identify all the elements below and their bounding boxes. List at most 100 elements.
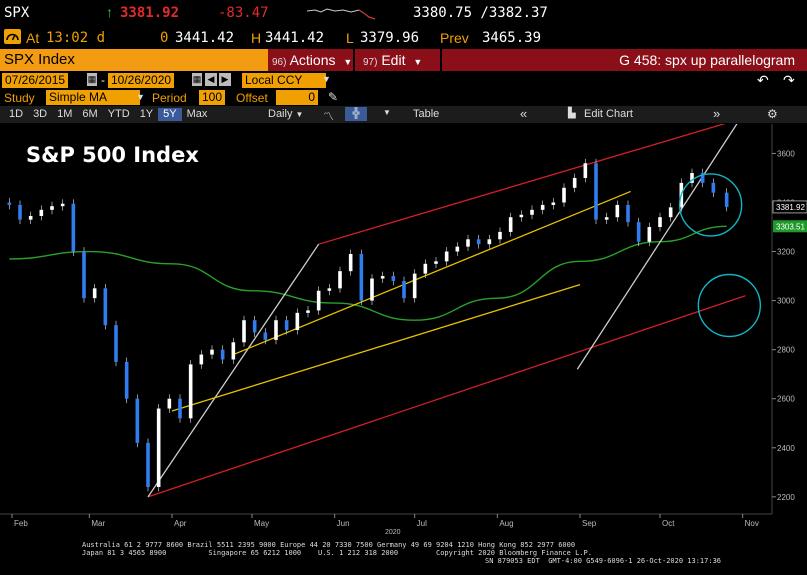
annotation-circles bbox=[678, 173, 762, 338]
chart-title-bar: G 458: spx up parallelogram bbox=[442, 49, 807, 71]
candles bbox=[7, 158, 729, 492]
study-type-select[interactable]: Simple MA bbox=[46, 90, 140, 105]
candle-body bbox=[60, 203, 65, 207]
circle-lower bbox=[697, 273, 762, 338]
previous-range-icon[interactable]: ◀ bbox=[205, 73, 217, 86]
candle-body bbox=[274, 320, 278, 340]
currency-select[interactable]: Local CCY bbox=[242, 73, 326, 88]
period-6m[interactable]: 6M bbox=[82, 108, 98, 120]
period-bar: 1D 3D 1M 6M YTD 1Y 5Y Max Daily ▼ 〽 ╬ ▼ Table «… bbox=[0, 106, 807, 123]
sparkline-icon bbox=[307, 8, 376, 20]
candle-body bbox=[487, 239, 492, 245]
period-field[interactable]: 100 bbox=[199, 90, 225, 105]
candle-body bbox=[724, 192, 729, 207]
high-label: H bbox=[251, 30, 262, 46]
security-field[interactable]: SPX Index bbox=[0, 49, 268, 71]
expand-right-icon[interactable]: » bbox=[713, 106, 721, 121]
candle-body bbox=[466, 239, 470, 247]
price-chart[interactable]: 22002400260028003000320034003600FebMarAp… bbox=[0, 124, 807, 575]
year-label: 2020 bbox=[385, 529, 401, 536]
study-bar: Study Simple MA ▼ Period 100 Offset 0 ✎ bbox=[0, 89, 807, 106]
period-label: Period bbox=[152, 91, 187, 105]
redo-icon[interactable]: ↷ bbox=[783, 72, 795, 88]
candle-body bbox=[530, 209, 534, 215]
candle-body bbox=[18, 204, 22, 220]
trend-line-lower-red bbox=[147, 295, 746, 498]
chart-background bbox=[0, 124, 807, 575]
quote-detail-bar: At 13:02 d 0 3441.42 H 3441.42 L 3379.96… bbox=[0, 26, 807, 48]
candle-body bbox=[220, 349, 225, 360]
study-label: Study bbox=[4, 91, 35, 105]
next-range-icon[interactable]: ▶ bbox=[219, 73, 231, 86]
last-price-label: 3381.92 bbox=[776, 203, 805, 212]
ma-price-label: 3303.51 bbox=[776, 222, 805, 231]
candle-body bbox=[423, 263, 428, 274]
edit-label: Edit bbox=[381, 52, 406, 68]
period-1m[interactable]: 1M bbox=[57, 108, 73, 120]
end-date-field[interactable]: 10/26/2020 bbox=[108, 73, 175, 88]
period-max[interactable]: Max bbox=[186, 108, 208, 120]
offset-field[interactable]: 0 bbox=[276, 90, 318, 105]
period-1d[interactable]: 1D bbox=[9, 108, 24, 120]
edit-menu[interactable]: 97) Edit ▼ bbox=[355, 49, 440, 71]
chevron-down-icon[interactable]: ▼ bbox=[136, 92, 145, 102]
date-separator: - bbox=[101, 73, 105, 87]
line-chart-icon[interactable]: 〽 bbox=[323, 111, 334, 123]
candle-body bbox=[71, 203, 76, 252]
chevron-down-icon[interactable]: ▼ bbox=[322, 74, 331, 84]
pencil-icon[interactable]: ✎ bbox=[328, 90, 339, 104]
candle-body bbox=[540, 204, 545, 210]
at-label: At bbox=[26, 30, 40, 46]
candle-body bbox=[92, 288, 97, 299]
candle-body bbox=[146, 442, 150, 488]
net-change: -83.47 bbox=[218, 5, 269, 21]
candle-body bbox=[210, 349, 214, 355]
edit-number: 97) bbox=[363, 57, 378, 68]
x-tick-label: Nov bbox=[745, 519, 759, 528]
table-button[interactable]: Table bbox=[413, 108, 440, 120]
calendar-icon[interactable]: ▦ bbox=[192, 73, 202, 86]
up-arrow-icon: ↑ bbox=[106, 4, 113, 20]
candle-body bbox=[370, 278, 374, 301]
candle-chart-icon[interactable]: ╬ bbox=[345, 107, 367, 121]
prev-value: 3465.39 bbox=[482, 30, 542, 46]
actions-menu[interactable]: 96) Actions ▼ bbox=[268, 49, 353, 71]
candle-body bbox=[455, 246, 460, 252]
candle-body bbox=[188, 364, 193, 419]
chart-edit-icon: ▙ bbox=[568, 108, 576, 119]
undo-icon[interactable]: ↶ bbox=[757, 72, 769, 88]
high-value: 3441.42 bbox=[265, 30, 325, 46]
candle-body bbox=[50, 206, 54, 210]
axes: 22002400260028003000320034003600FebMarAp… bbox=[0, 124, 807, 575]
period-3d[interactable]: 3D bbox=[33, 108, 48, 120]
frequency-select[interactable]: Daily ▼ bbox=[268, 108, 303, 120]
chevron-down-icon[interactable]: ▼ bbox=[383, 108, 391, 117]
candle-body bbox=[338, 271, 342, 289]
low-label: L bbox=[346, 30, 354, 46]
trend-line-white-2 bbox=[576, 124, 738, 370]
x-tick-label: Apr bbox=[174, 519, 187, 528]
y-axis-panel bbox=[772, 124, 807, 575]
candle-body bbox=[103, 288, 108, 326]
trend-line-yellow-1 bbox=[171, 284, 581, 412]
candle-body bbox=[604, 217, 609, 220]
calendar-icon[interactable]: ▦ bbox=[87, 73, 97, 86]
trend-lines bbox=[147, 124, 746, 498]
actions-label: Actions bbox=[289, 52, 336, 68]
collapse-left-icon[interactable]: « bbox=[520, 106, 528, 121]
edit-chart-button[interactable]: Edit Chart bbox=[584, 108, 633, 120]
candle-body bbox=[263, 332, 268, 340]
last-price-box bbox=[772, 200, 807, 214]
gear-icon[interactable]: ⚙ bbox=[767, 107, 778, 121]
period-ytd[interactable]: YTD bbox=[107, 108, 130, 120]
x-tick-label: May bbox=[254, 519, 269, 528]
period-5y[interactable]: 5Y bbox=[158, 108, 182, 121]
candle-body bbox=[380, 276, 385, 279]
candle-body bbox=[402, 280, 406, 299]
x-tick-label: Feb bbox=[14, 519, 28, 528]
period-1y[interactable]: 1Y bbox=[139, 108, 154, 120]
y-tick-label: 2400 bbox=[777, 444, 795, 453]
candle-body bbox=[594, 163, 598, 220]
start-date-field[interactable]: 07/26/2015 bbox=[2, 73, 69, 88]
candle-body bbox=[711, 182, 716, 193]
